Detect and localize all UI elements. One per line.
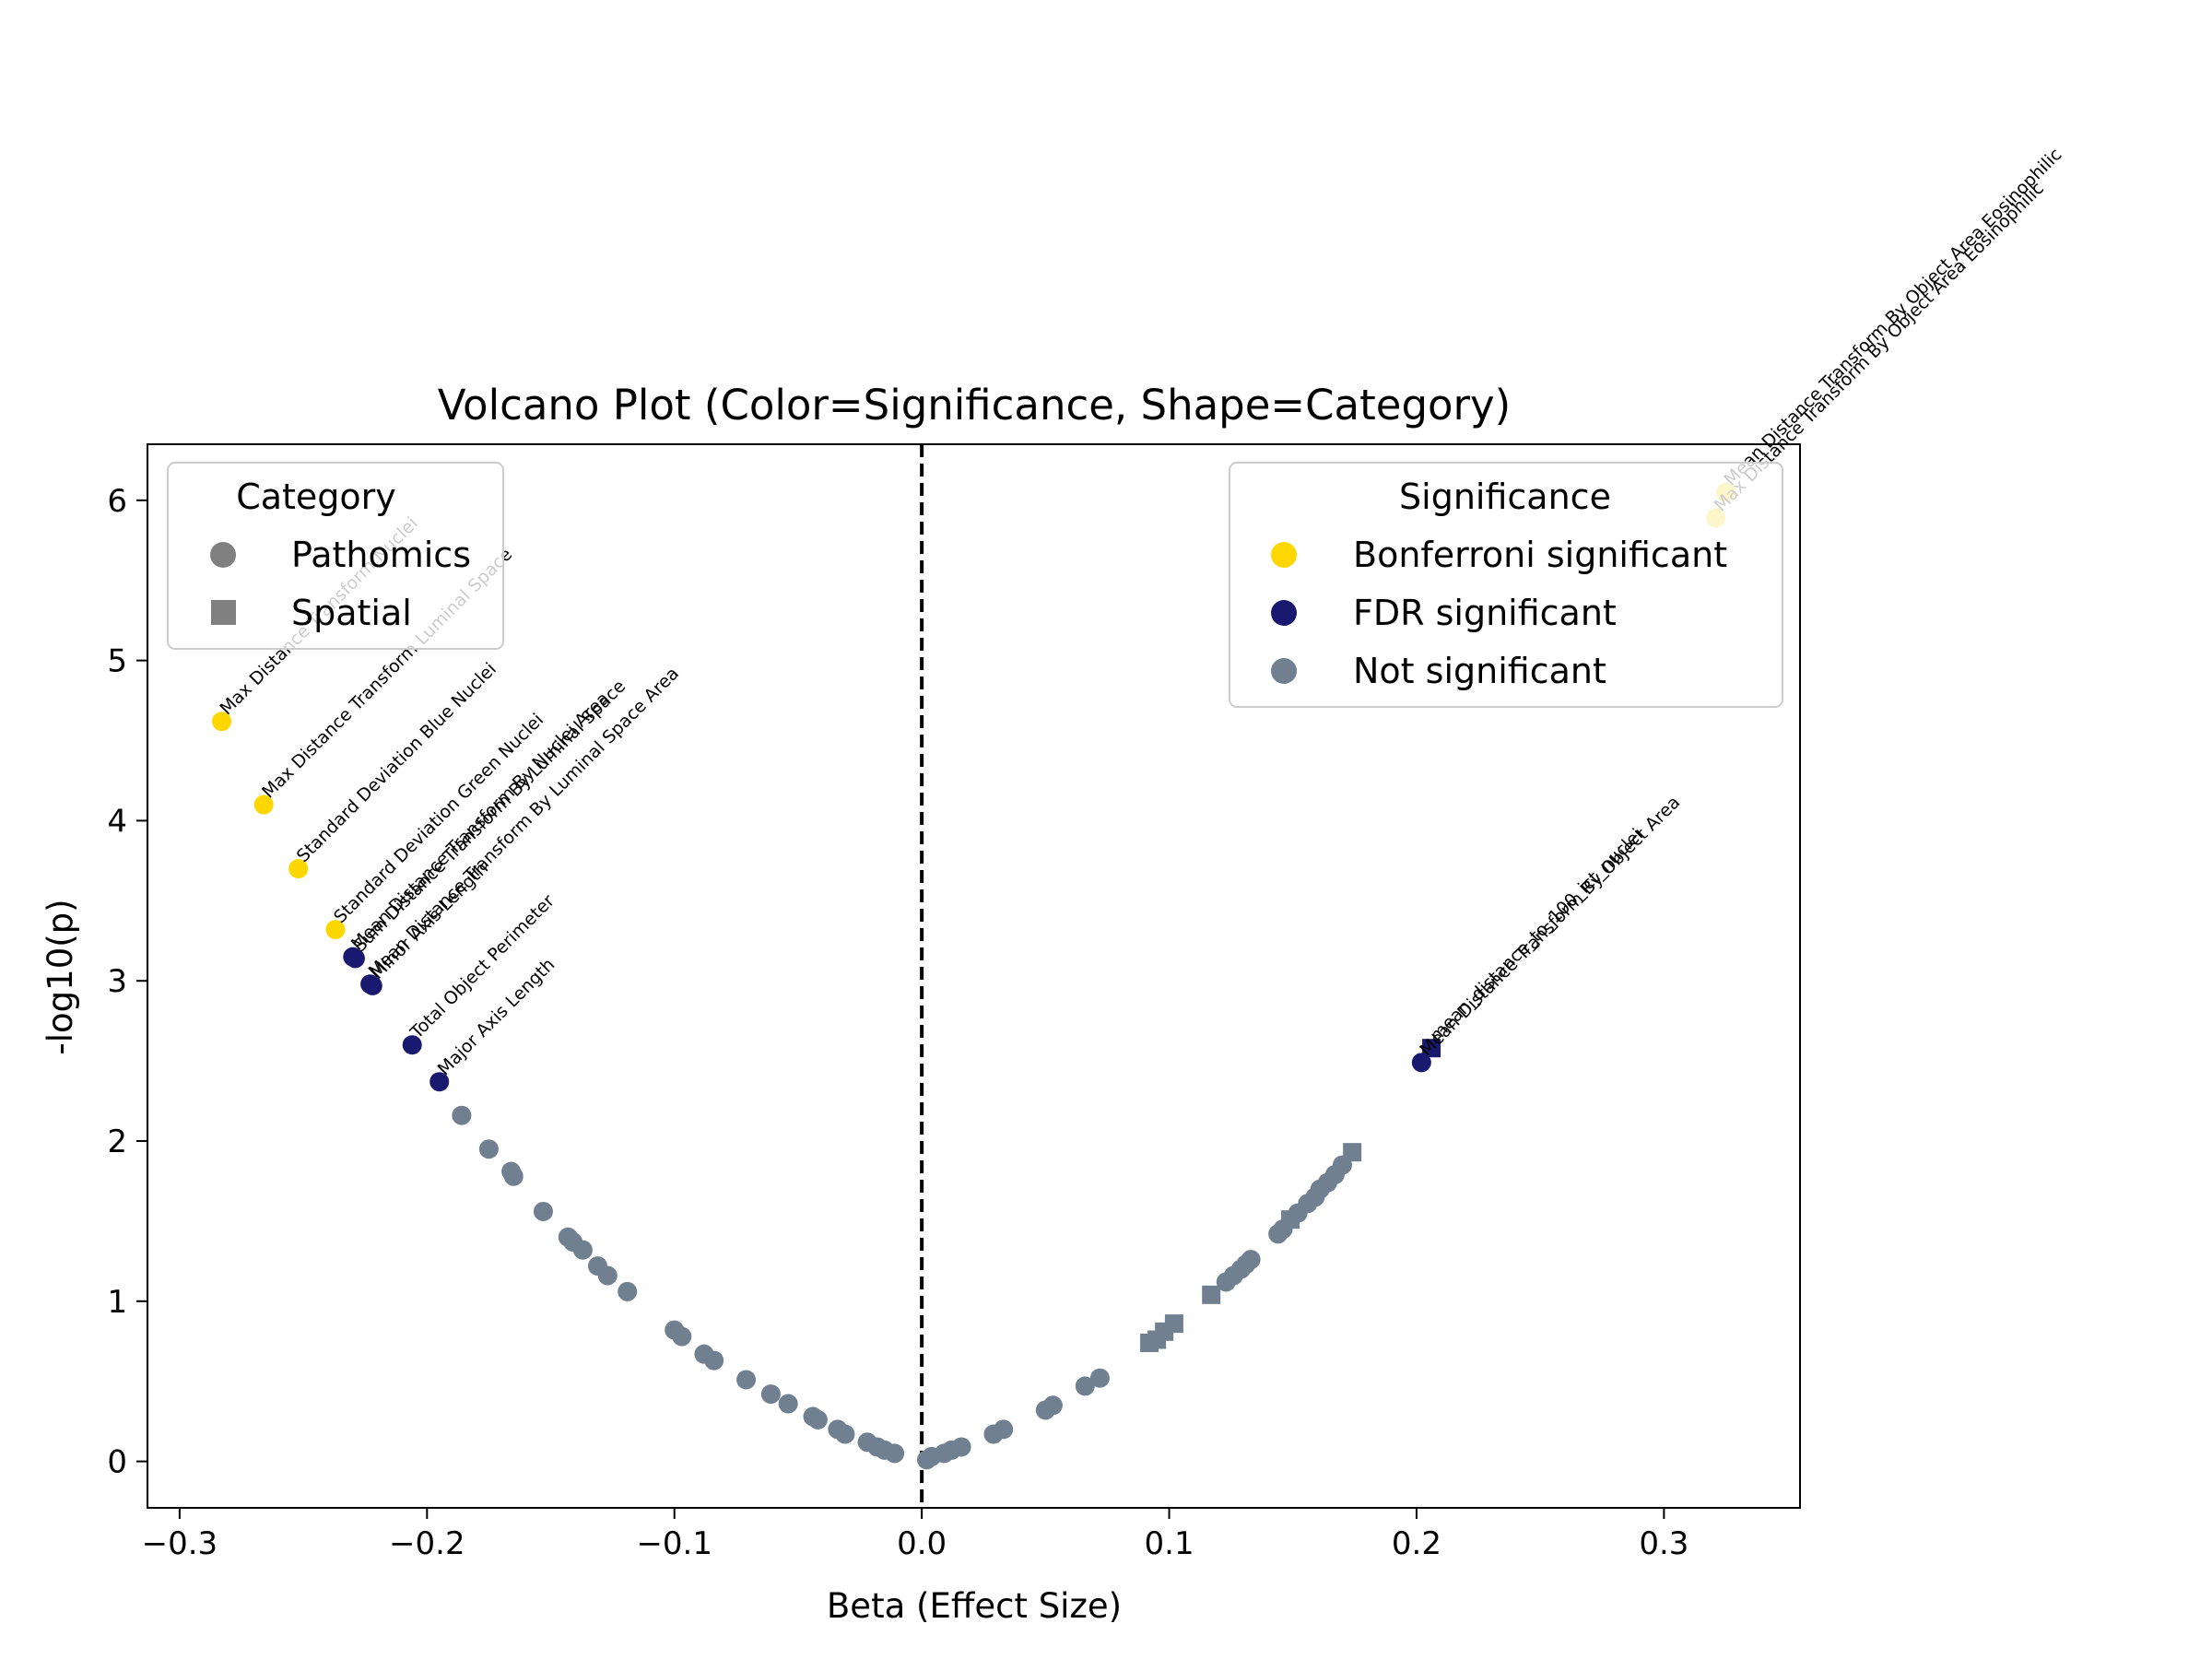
- y-tick-label: 4: [107, 803, 127, 840]
- data-point: [1202, 1285, 1221, 1304]
- legend-category-label: Spatial: [291, 593, 412, 633]
- data-point: [835, 1424, 855, 1444]
- data-point: [478, 1139, 499, 1159]
- data-point: [533, 1201, 553, 1221]
- x-tick-label: 0.0: [897, 1525, 947, 1562]
- y-tick-label: 5: [107, 643, 127, 680]
- x-tick-label: 0.2: [1392, 1525, 1441, 1562]
- y-tick-label: 2: [107, 1124, 127, 1160]
- data-point: [253, 794, 274, 815]
- chart-title: Volcano Plot (Color=Significance, Shape=…: [438, 381, 1511, 429]
- data-point: [1422, 1039, 1441, 1058]
- legend-significance-label: FDR significant: [1353, 593, 1617, 633]
- data-point: [704, 1350, 724, 1371]
- legend-spatial-marker: [211, 600, 236, 625]
- data-point: [288, 859, 309, 879]
- legend-category: Category Pathomics Spatial: [167, 462, 504, 650]
- x-tick-label: 0.1: [1145, 1525, 1194, 1562]
- data-point: [778, 1394, 798, 1414]
- x-tick-label: −0.2: [389, 1525, 465, 1562]
- data-point: [736, 1370, 757, 1390]
- legend-category-label: Pathomics: [291, 535, 471, 575]
- data-point: [1343, 1143, 1362, 1162]
- data-point: [672, 1326, 692, 1347]
- data-point: [503, 1166, 524, 1186]
- data-point: [402, 1035, 422, 1055]
- data-point: [429, 1072, 450, 1092]
- y-tick-label: 1: [107, 1284, 127, 1321]
- x-tick-label: 0.3: [1639, 1525, 1688, 1562]
- data-point: [362, 975, 382, 995]
- data-point: [572, 1240, 593, 1260]
- point-annotation: Sum Distance Transform By Luminal Space: [349, 677, 629, 957]
- data-point: [1164, 1314, 1183, 1334]
- data-point: [452, 1105, 472, 1125]
- point-annotation: Mean Distance Transform By Object Area: [1416, 792, 1684, 1060]
- legend-category-box: [167, 462, 504, 650]
- legend-significance-marker: [1271, 600, 1297, 626]
- legend-significance: Significance Bonferroni significant FDR si…: [1229, 462, 1783, 708]
- y-tick-label: 6: [107, 483, 127, 520]
- data-point: [212, 712, 232, 732]
- legend-significance-label: Bonferroni significant: [1353, 535, 1727, 575]
- y-axis-label: -log10(p): [41, 899, 80, 1054]
- data-point: [1042, 1395, 1063, 1416]
- data-point: [807, 1409, 828, 1430]
- legend-significance-marker: [1271, 542, 1297, 568]
- data-point: [994, 1419, 1014, 1440]
- point-annotation: Mean Distance Transform By Object Area E…: [1720, 145, 2065, 490]
- data-point: [618, 1281, 638, 1301]
- data-point: [760, 1384, 781, 1405]
- legend-pathomics-marker: [210, 542, 236, 568]
- legend-significance-box: [1229, 462, 1783, 708]
- data-point: [325, 920, 346, 940]
- legend-significance-title: Significance: [1399, 477, 1611, 517]
- data-point: [1241, 1250, 1261, 1270]
- point-annotation: Major Axis Length: [434, 955, 559, 1080]
- legend-significance-label: Not significant: [1353, 651, 1606, 691]
- legend-category-title: Category: [236, 477, 396, 517]
- data-point: [951, 1437, 971, 1457]
- x-axis-label: Beta (Effect Size): [827, 1586, 1122, 1626]
- x-tick-label: −0.1: [636, 1525, 712, 1562]
- data-point: [1089, 1368, 1110, 1388]
- plot-frame: [147, 443, 1801, 1509]
- data-point: [1075, 1376, 1095, 1396]
- data-point: [1411, 1053, 1431, 1073]
- y-tick-label: 0: [107, 1444, 127, 1481]
- y-tick-label: 3: [107, 963, 127, 1000]
- data-point: [345, 948, 365, 969]
- legend-significance-marker: [1271, 658, 1297, 684]
- x-tick-label: −0.3: [142, 1525, 218, 1562]
- data-point: [597, 1265, 618, 1286]
- data-point: [885, 1443, 905, 1464]
